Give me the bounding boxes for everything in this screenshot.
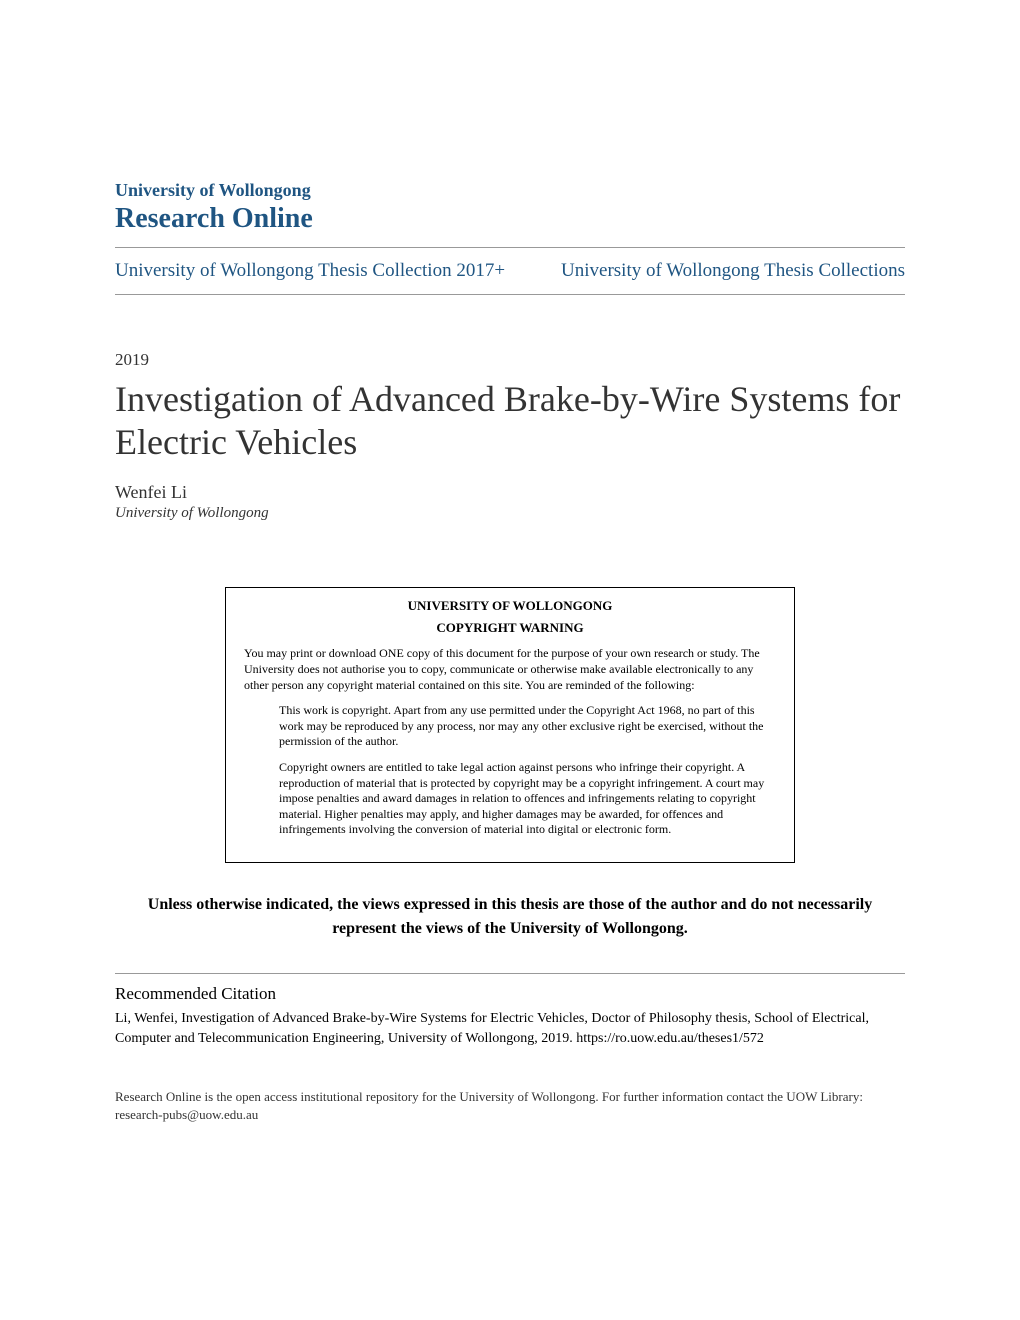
copyright-university: UNIVERSITY OF WOLLONGONG xyxy=(244,598,776,614)
divider-bottom xyxy=(115,294,905,295)
citation-divider xyxy=(115,973,905,974)
citation-text: Li, Wenfei, Investigation of Advanced Br… xyxy=(115,1009,905,1048)
views-disclaimer: Unless otherwise indicated, the views ex… xyxy=(115,893,905,941)
collection-link-right[interactable]: University of Wollongong Thesis Collecti… xyxy=(561,260,905,282)
copyright-notice-box: UNIVERSITY OF WOLLONGONG COPYRIGHT WARNI… xyxy=(225,587,795,863)
author-affiliation: University of Wollongong xyxy=(115,505,905,522)
collection-nav: University of Wollongong Thesis Collecti… xyxy=(115,248,905,294)
copyright-warning-heading: COPYRIGHT WARNING xyxy=(244,620,776,636)
thesis-title: Investigation of Advanced Brake-by-Wire … xyxy=(115,378,905,464)
citation-heading: Recommended Citation xyxy=(115,984,905,1004)
copyright-paragraph-2: Copyright owners are entitled to take le… xyxy=(279,760,776,838)
publication-year: 2019 xyxy=(115,350,905,370)
institution-name: University of Wollongong xyxy=(115,180,905,201)
author-name: Wenfei Li xyxy=(115,482,905,503)
copyright-paragraph-1: This work is copyright. Apart from any u… xyxy=(279,703,776,750)
footer-text: Research Online is the open access insti… xyxy=(115,1088,905,1124)
copyright-intro-text: You may print or download ONE copy of th… xyxy=(244,646,776,693)
collection-link-left[interactable]: University of Wollongong Thesis Collecti… xyxy=(115,260,505,282)
repository-name[interactable]: Research Online xyxy=(115,203,905,235)
